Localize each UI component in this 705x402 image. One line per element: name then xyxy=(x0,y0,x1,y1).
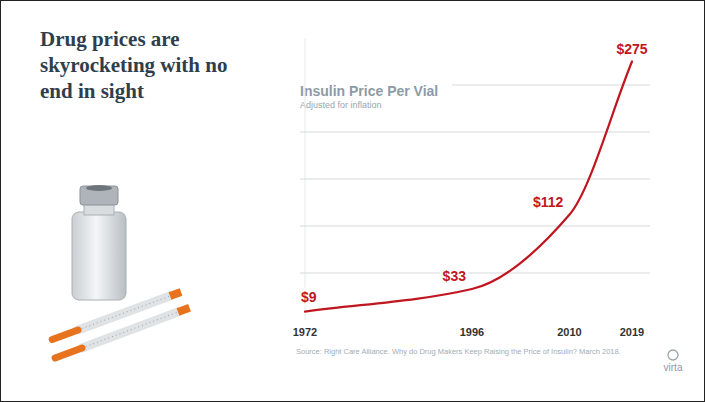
data-label: $112 xyxy=(533,194,564,210)
syringe-plunger xyxy=(178,308,190,312)
headline: Drug prices are skyrocketing with no end… xyxy=(40,26,255,104)
grid-line xyxy=(300,226,650,227)
source-note: Source: Right Care Alliance. Why do Drug… xyxy=(296,347,621,356)
grid-line xyxy=(300,179,650,180)
data-label: $9 xyxy=(301,289,317,305)
syringe xyxy=(55,308,189,358)
slide: Drug prices are skyrocketing with no end… xyxy=(0,0,705,402)
data-label-bg xyxy=(531,193,566,211)
data-labels: $9 $33 $112 $275 xyxy=(299,40,650,306)
data-label-bg xyxy=(441,267,469,285)
syringe-cap xyxy=(55,348,82,358)
x-tick-label: 2010 xyxy=(557,326,581,338)
x-tick-label: 1972 xyxy=(293,326,317,338)
vial-body xyxy=(72,212,126,300)
logo-mark xyxy=(668,350,678,360)
grid-line xyxy=(300,273,650,274)
chart-title: Insulin Price Per Vial xyxy=(300,83,438,99)
x-tick-label: 2019 xyxy=(620,326,644,338)
chart-canvas: Insulin Price Per VialAdjusted for infla… xyxy=(0,0,705,402)
syringe-plunger xyxy=(170,292,181,296)
plot-area xyxy=(305,62,632,312)
chart-subtitle: Adjusted for inflation xyxy=(300,100,382,110)
data-label-bg xyxy=(614,40,649,58)
data-label: $275 xyxy=(616,41,647,57)
vial-cap xyxy=(80,186,118,205)
logo: virta xyxy=(664,350,683,373)
syringe-scale xyxy=(82,312,178,348)
logo-text: virta xyxy=(664,362,683,373)
syringe-cap xyxy=(52,330,78,340)
vial-illustration xyxy=(52,185,189,358)
grid-line xyxy=(300,132,650,133)
data-label-bg xyxy=(299,288,319,306)
price-line xyxy=(305,62,632,312)
vial-cap-top xyxy=(86,185,112,191)
grid-line xyxy=(452,85,650,86)
syringe-barrel xyxy=(82,312,178,348)
x-tick-label: 1996 xyxy=(460,326,484,338)
data-label: $33 xyxy=(443,268,467,284)
